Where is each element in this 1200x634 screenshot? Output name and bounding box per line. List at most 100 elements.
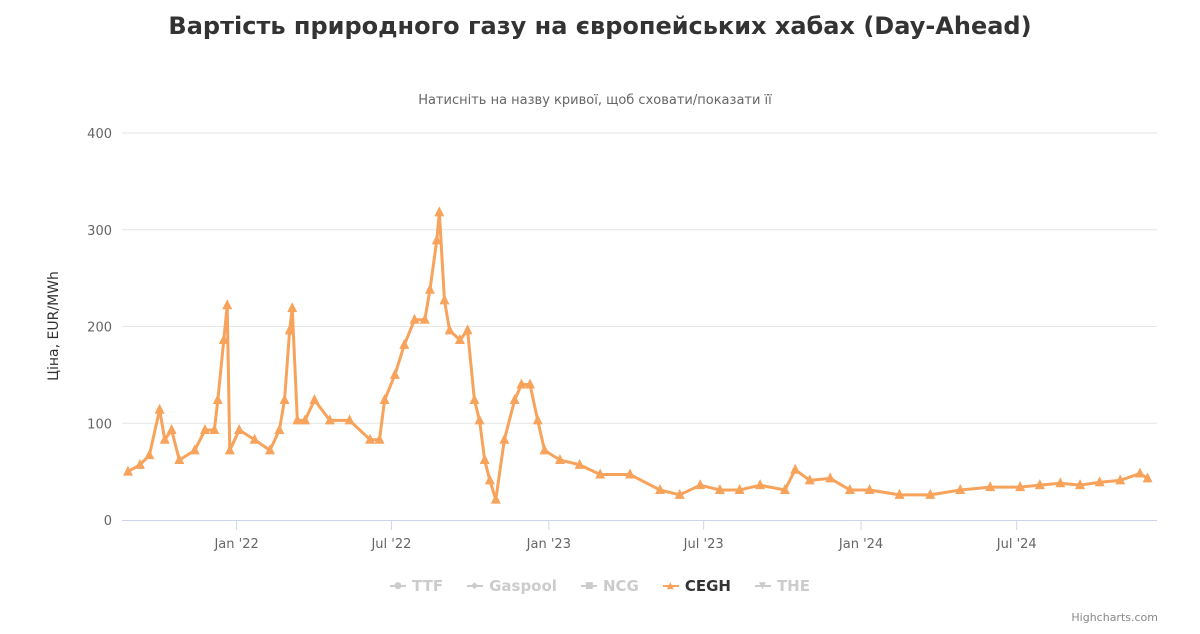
data-point-marker	[389, 368, 400, 379]
legend-label: Gaspool	[489, 577, 557, 595]
data-point-marker	[444, 324, 455, 335]
data-point-marker	[490, 493, 501, 504]
data-point-marker	[674, 488, 685, 499]
chart-subtitle: Натисніть на назву кривої, щоб сховати/п…	[418, 93, 772, 108]
data-point-marker	[154, 403, 165, 414]
data-point-marker	[374, 433, 385, 444]
y-axis-title: Ціна, EUR/MWh	[46, 271, 62, 381]
legend-symbol-icon: ■	[580, 581, 597, 591]
data-point-marker	[212, 394, 223, 405]
data-point-marker	[309, 394, 320, 405]
data-point-marker	[1142, 472, 1153, 483]
data-point-marker	[825, 472, 836, 483]
data-point-marker	[525, 378, 536, 389]
data-point-marker	[462, 324, 473, 335]
data-point-marker	[790, 463, 801, 474]
chart-title: Вартість природного газу на європейських…	[168, 12, 1032, 40]
series-line-cegh	[127, 210, 1149, 502]
data-point-marker	[779, 484, 790, 495]
y-tick-label: 100	[87, 417, 112, 432]
data-point-marker	[804, 474, 815, 485]
data-point-marker	[484, 474, 495, 485]
data-point-marker	[224, 444, 235, 455]
data-point-marker	[1055, 477, 1066, 488]
data-point-marker	[399, 338, 410, 349]
data-point-marker	[454, 334, 465, 345]
x-tick-label: Jan '24	[838, 537, 883, 552]
data-point-marker	[344, 414, 355, 425]
data-point-marker	[199, 424, 210, 435]
data-point-marker	[469, 394, 480, 405]
y-tick-label: 200	[87, 321, 112, 336]
data-point-marker	[287, 302, 298, 313]
data-point-marker	[625, 468, 636, 479]
data-point-marker	[1115, 474, 1126, 485]
data-point-marker	[424, 283, 435, 294]
data-point-marker	[1015, 481, 1026, 492]
data-point-marker	[159, 433, 170, 444]
data-point-marker	[439, 294, 450, 305]
data-point-marker	[985, 481, 996, 492]
data-point-marker	[365, 433, 376, 444]
data-point-marker	[1094, 476, 1105, 487]
legend: ● TTF ◆ Gaspool ■ NCG ▲ CEGH ▼ THE	[0, 577, 1200, 595]
legend-item-ncg[interactable]: ■ NCG	[580, 577, 639, 595]
data-point-marker	[234, 424, 245, 435]
legend-symbol-icon: ●	[390, 581, 407, 591]
data-point-marker	[284, 324, 295, 335]
legend-label: NCG	[602, 577, 639, 595]
data-point-marker	[714, 484, 725, 495]
data-point-marker	[955, 484, 966, 495]
legend-label: TTF	[412, 577, 444, 595]
data-point-marker	[554, 454, 565, 465]
data-point-marker	[755, 479, 766, 490]
legend-symbol-icon: ◆	[467, 581, 484, 591]
data-point-marker	[189, 444, 200, 455]
data-point-marker	[209, 424, 220, 435]
legend-symbol-icon: ▼	[754, 581, 771, 591]
data-point-marker	[249, 433, 260, 444]
credits-link[interactable]: Highcharts.com	[1071, 611, 1158, 624]
legend-item-cegh[interactable]: ▲ CEGH	[662, 577, 731, 595]
data-point-marker	[431, 234, 442, 245]
data-point-marker	[1134, 467, 1145, 478]
data-point-marker	[925, 488, 936, 499]
x-tick-label: Jul '24	[996, 537, 1037, 552]
data-point-marker	[864, 484, 875, 495]
data-point-marker	[222, 299, 233, 310]
y-tick-label: 400	[87, 127, 112, 142]
x-tick-label: Jan '22	[213, 537, 258, 552]
data-point-marker	[516, 378, 527, 389]
data-point-marker	[539, 444, 550, 455]
data-point-marker	[174, 454, 185, 465]
data-point-marker	[595, 468, 606, 479]
x-tick-label: Jul '23	[683, 537, 724, 552]
data-point-marker	[279, 394, 290, 405]
data-point-marker	[509, 394, 520, 405]
data-point-marker	[134, 458, 145, 469]
legend-item-gaspool[interactable]: ◆ Gaspool	[467, 577, 557, 595]
data-point-marker	[894, 488, 905, 499]
data-point-marker	[479, 454, 490, 465]
data-point-marker	[122, 465, 133, 476]
y-tick-label: 0	[104, 514, 112, 529]
data-point-marker	[324, 414, 335, 425]
legend-item-ttf[interactable]: ● TTF	[390, 577, 443, 595]
data-point-marker	[144, 449, 155, 460]
data-point-marker	[166, 424, 177, 435]
x-tick-label: Jul '22	[370, 537, 411, 552]
data-point-marker	[574, 458, 585, 469]
legend-label: CEGH	[684, 577, 731, 595]
data-point-marker	[1034, 479, 1045, 490]
data-point-marker	[434, 206, 445, 217]
data-point-marker	[695, 479, 706, 490]
legend-label: THE	[776, 577, 810, 595]
data-point-marker	[264, 444, 275, 455]
data-point-marker	[734, 484, 745, 495]
data-point-marker	[844, 484, 855, 495]
data-point-marker	[419, 313, 430, 324]
legend-symbol-icon: ▲	[662, 581, 679, 591]
data-point-marker	[532, 414, 543, 425]
legend-item-the[interactable]: ▼ THE	[754, 577, 810, 595]
